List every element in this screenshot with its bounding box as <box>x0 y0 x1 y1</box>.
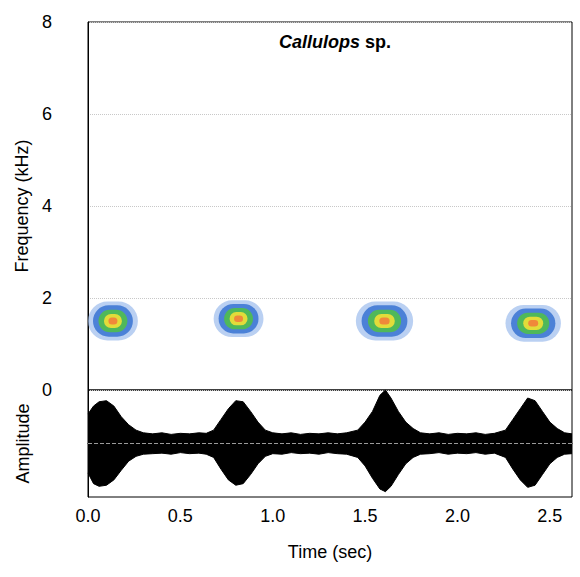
svg-text:Amplitude: Amplitude <box>13 403 33 483</box>
svg-text:2: 2 <box>42 288 52 308</box>
svg-text:1.5: 1.5 <box>353 506 378 526</box>
svg-text:Frequency (kHz): Frequency (kHz) <box>12 139 32 272</box>
svg-text:0: 0 <box>42 380 52 400</box>
svg-text:2.0: 2.0 <box>445 506 470 526</box>
svg-text:8: 8 <box>42 12 52 32</box>
svg-text:sp.: sp. <box>360 32 391 52</box>
svg-text:Time (sec): Time (sec) <box>288 542 372 562</box>
svg-text:4: 4 <box>42 196 52 216</box>
svg-text:0.5: 0.5 <box>168 506 193 526</box>
svg-text:1.0: 1.0 <box>260 506 285 526</box>
svg-text:2.5: 2.5 <box>537 506 562 526</box>
svg-text:Callulops: Callulops <box>279 32 360 52</box>
svg-text:0.0: 0.0 <box>75 506 100 526</box>
svg-text:6: 6 <box>42 104 52 124</box>
